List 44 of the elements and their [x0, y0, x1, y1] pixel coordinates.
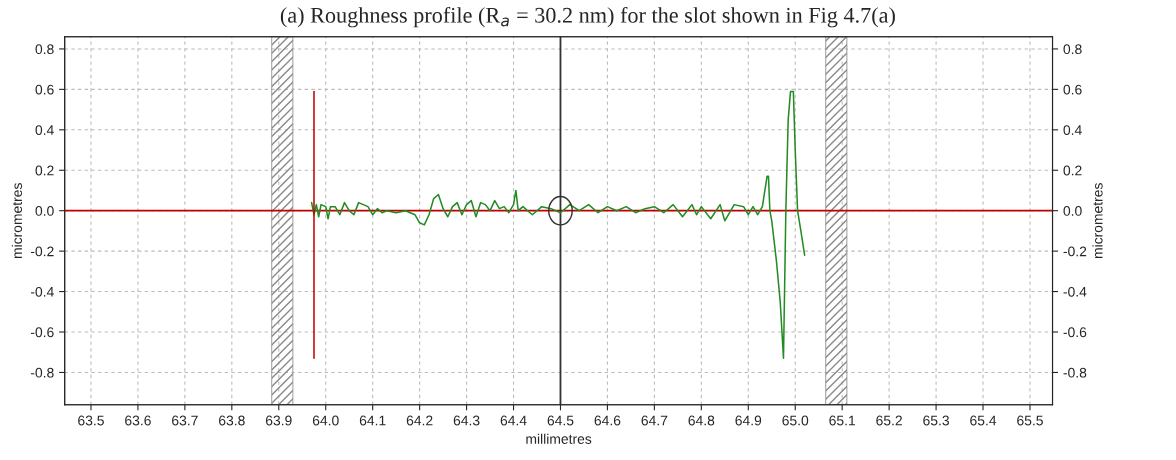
y2-axis-title: micrometres	[1092, 183, 1103, 259]
x-tick-label: 64.6	[594, 415, 621, 426]
x-tick-label: 65.4	[970, 415, 997, 426]
y2-tick-label: 0.8	[1063, 44, 1082, 55]
y2-tick-label: -0.6	[1063, 327, 1087, 338]
x-tick-label: 65.2	[876, 415, 902, 426]
y-tick-label: 0.4	[35, 125, 54, 135]
x-tick-label: 63.5	[78, 415, 104, 426]
x-tick-label: 65.5	[1017, 415, 1043, 426]
y2-tick-label: -0.2	[1063, 246, 1087, 257]
chart-title: (a) Roughness profile (R$_{a}$ = 30.2 nm) for the slot shown in Fig 4.7(a)	[280, 6, 895, 28]
x-tick-label: 63.9	[265, 415, 292, 426]
x-tick-label: 64.8	[688, 415, 715, 426]
y-tick-label: 0.2	[35, 165, 54, 176]
y-tick-label: -0.4	[30, 286, 54, 297]
x-tick-label: 64.2	[406, 415, 433, 426]
y-axis-title: micrometres	[11, 183, 23, 259]
x-tick-label: 64.3	[453, 415, 480, 426]
y2-tick-label: 0.0	[1063, 206, 1082, 216]
y-tick-label: -0.2	[30, 246, 54, 257]
y-tick-label: -0.8	[30, 367, 54, 378]
x-tick-label: 64.9	[735, 415, 762, 426]
y2-tick-label: 0.4	[1063, 125, 1082, 135]
y2-tick-label: -0.8	[1063, 367, 1087, 378]
y-tick-label: 0.0	[35, 206, 54, 216]
x-tick-label: 63.8	[219, 415, 245, 426]
x-axis-title: millimetres	[526, 433, 592, 444]
y-tick-label: -0.6	[30, 327, 54, 338]
y2-tick-label: -0.4	[1063, 286, 1087, 297]
x-tick-label: 63.6	[125, 415, 151, 426]
x-tick-label: 64.1	[359, 415, 386, 426]
x-tick-label: 65.3	[923, 415, 949, 426]
x-tick-label: 65.0	[782, 415, 809, 426]
y2-tick-label: 0.2	[1063, 165, 1082, 176]
x-tick-label: 64.4	[500, 415, 527, 426]
x-tick-label: 63.7	[172, 415, 198, 426]
line-series	[310, 90, 806, 360]
x-tick-label: 64.5	[547, 415, 574, 426]
y-tick-label: 0.8	[35, 44, 54, 55]
x-tick-label: 64.7	[641, 415, 668, 426]
x-tick-label: 65.1	[829, 415, 856, 426]
y-tick-label: 0.6	[35, 84, 54, 95]
y2-tick-label: 0.6	[1063, 84, 1082, 95]
x-tick-label: 64.0	[312, 415, 339, 426]
